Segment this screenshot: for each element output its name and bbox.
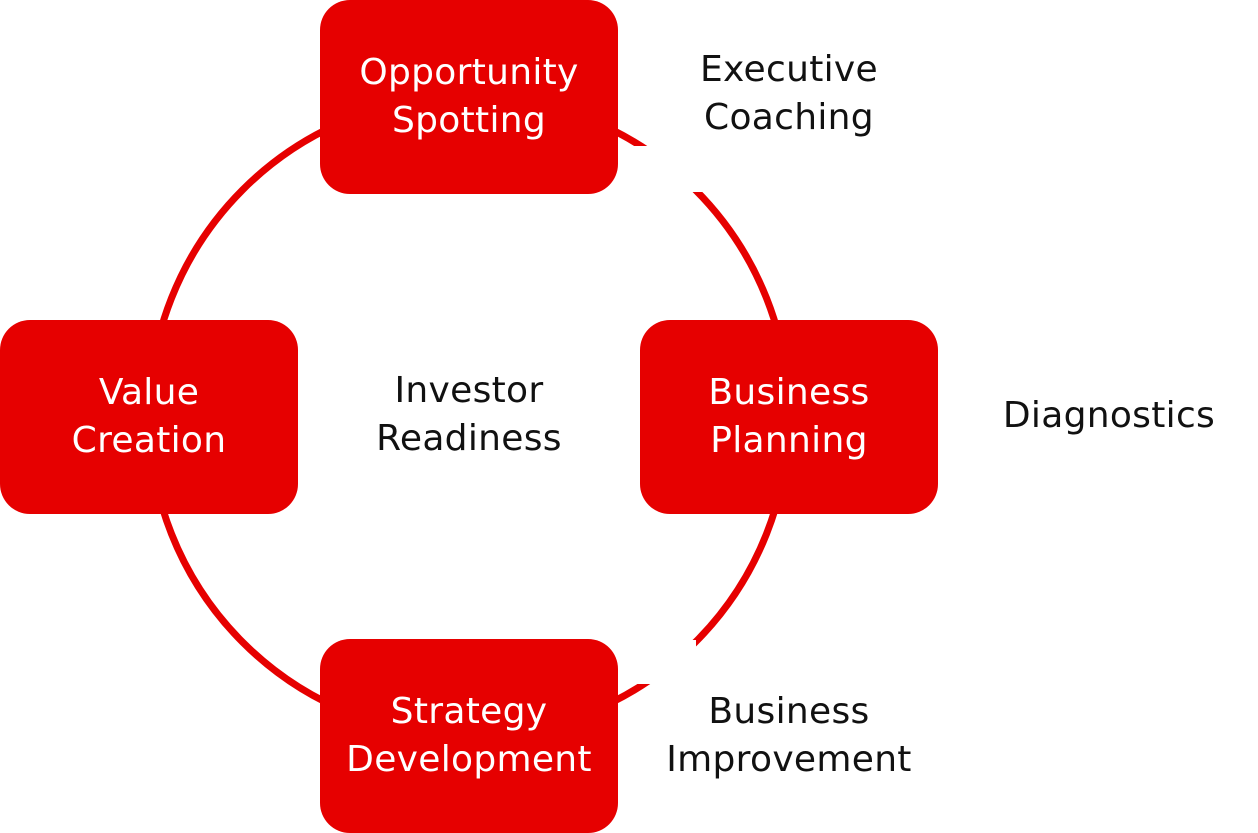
label-executive-coaching-line-2: Coaching (704, 97, 874, 138)
label-business-improvement-line-1: Business (708, 691, 870, 732)
node-opportunity-spotting-line-1: Opportunity (359, 52, 579, 93)
node-strategy-development-line-1: Strategy (390, 691, 548, 732)
label-investor-readiness: Investor Readiness (320, 367, 618, 463)
node-strategy-development-line-2: Development (346, 739, 592, 780)
label-business-improvement: Business Improvement (640, 688, 938, 784)
label-executive-coaching: Executive Coaching (640, 46, 938, 142)
label-diagnostics: Diagnostics (980, 392, 1238, 440)
label-diagnostics-line-1: Diagnostics (1002, 395, 1216, 436)
node-opportunity-spotting-line-2: Spotting (391, 100, 547, 141)
node-value-creation-line-2: Creation (71, 420, 227, 461)
node-business-planning-line-2: Planning (710, 420, 868, 461)
node-business-planning-line-1: Business (708, 372, 870, 413)
node-strategy-development: Strategy Development (320, 639, 618, 833)
label-investor-readiness-line-1: Investor (394, 370, 544, 411)
label-executive-coaching-line-1: Executive (700, 49, 878, 90)
node-opportunity-spotting: Opportunity Spotting (320, 0, 618, 194)
label-business-improvement-line-2: Improvement (666, 739, 912, 780)
node-value-creation-line-1: Value (98, 372, 200, 413)
node-business-planning: Business Planning (640, 320, 938, 514)
label-investor-readiness-line-2: Readiness (376, 418, 562, 459)
node-value-creation: Value Creation (0, 320, 298, 514)
